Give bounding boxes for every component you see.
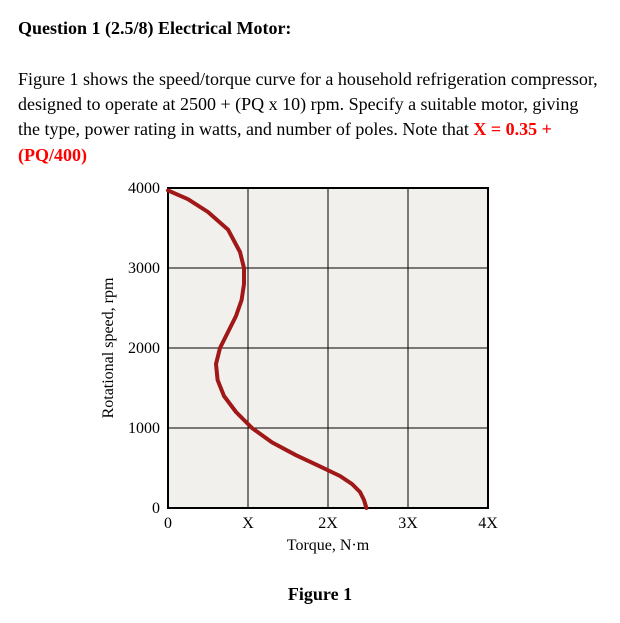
svg-text:X: X bbox=[242, 515, 254, 532]
svg-text:1000: 1000 bbox=[128, 420, 160, 437]
svg-text:4000: 4000 bbox=[128, 180, 160, 197]
svg-text:4X: 4X bbox=[478, 515, 498, 532]
svg-text:3000: 3000 bbox=[128, 260, 160, 277]
svg-text:3X: 3X bbox=[398, 515, 418, 532]
svg-text:Torque, N·m: Torque, N·m bbox=[287, 537, 370, 554]
speed-torque-chart: 0 X 2X 3X 4X 0 1000 2000 3000 4000 Torque, N·m Rota… bbox=[88, 178, 548, 573]
svg-text:2X: 2X bbox=[318, 515, 338, 532]
svg-text:0: 0 bbox=[152, 500, 160, 517]
svg-text:2000: 2000 bbox=[128, 340, 160, 357]
figure-1: 0 X 2X 3X 4X 0 1000 2000 3000 4000 Torque, N·m Rota… bbox=[88, 178, 602, 605]
question-title: Question 1 (2.5/8) Electrical Motor: bbox=[18, 18, 602, 39]
svg-text:Rotational speed, rpm: Rotational speed, rpm bbox=[100, 277, 117, 418]
question-body: Figure 1 shows the speed/torque curve fo… bbox=[18, 67, 602, 168]
figure-caption: Figure 1 bbox=[38, 584, 602, 605]
svg-text:0: 0 bbox=[164, 515, 172, 532]
